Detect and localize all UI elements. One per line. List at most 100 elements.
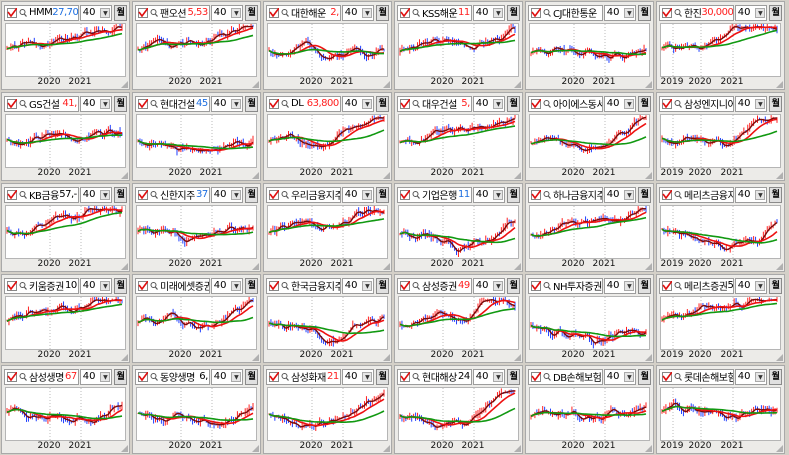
- price-chart[interactable]: [267, 387, 388, 441]
- stock-chart-panel[interactable]: CJ대한통운 40 ▼ 월 2020 2021: [525, 1, 654, 90]
- search-icon[interactable]: [674, 190, 682, 200]
- chevron-down-icon[interactable]: ▼: [493, 7, 504, 18]
- search-icon[interactable]: [543, 190, 551, 200]
- checkbox-checked-icon[interactable]: [138, 98, 148, 109]
- chevron-down-icon[interactable]: ▼: [493, 280, 504, 291]
- stock-chart-panel[interactable]: 삼성화재 21 40 ▼ 월 2020 2021: [263, 365, 392, 454]
- search-icon[interactable]: [543, 281, 551, 291]
- stock-selector[interactable]: GS건설 41,: [4, 95, 79, 112]
- search-icon[interactable]: [674, 99, 682, 109]
- period-select[interactable]: 40 ▼: [472, 4, 506, 21]
- checkbox-checked-icon[interactable]: [7, 280, 17, 291]
- chevron-down-icon[interactable]: ▼: [362, 371, 373, 382]
- checkbox-checked-icon[interactable]: [400, 280, 410, 291]
- resize-grip[interactable]: [252, 172, 259, 179]
- period-type-button[interactable]: 월: [114, 95, 127, 112]
- stock-chart-panel[interactable]: 아이에스동서 40 ▼ 월 2020 2021: [525, 92, 654, 181]
- stock-chart-panel[interactable]: 동양생명 6, 40 ▼ 월 2020 2021: [132, 365, 261, 454]
- period-type-button[interactable]: 월: [376, 186, 389, 203]
- chevron-down-icon[interactable]: ▼: [100, 371, 111, 382]
- chevron-down-icon[interactable]: ▼: [624, 371, 635, 382]
- resize-grip[interactable]: [514, 81, 521, 88]
- chevron-down-icon[interactable]: ▼: [100, 189, 111, 200]
- price-chart[interactable]: [5, 295, 126, 350]
- stock-selector[interactable]: 삼성생명 67: [4, 368, 79, 385]
- price-chart[interactable]: [267, 205, 388, 259]
- search-icon[interactable]: [281, 281, 289, 291]
- search-icon[interactable]: [281, 99, 289, 109]
- price-chart[interactable]: [5, 114, 126, 168]
- period-type-button[interactable]: 월: [769, 277, 782, 294]
- chevron-down-icon[interactable]: ▼: [231, 189, 242, 200]
- price-chart[interactable]: [5, 22, 126, 77]
- resize-grip[interactable]: [776, 81, 783, 88]
- resize-grip[interactable]: [383, 172, 390, 179]
- search-icon[interactable]: [281, 8, 289, 18]
- checkbox-checked-icon[interactable]: [662, 189, 672, 200]
- period-select[interactable]: 40 ▼: [210, 277, 244, 294]
- period-type-button[interactable]: 월: [769, 368, 782, 385]
- stock-selector[interactable]: 현대건설 45: [135, 95, 210, 112]
- period-select[interactable]: 40 ▼: [472, 95, 506, 112]
- stock-selector[interactable]: DB손해보험: [528, 368, 603, 385]
- price-chart[interactable]: [136, 22, 257, 77]
- stock-selector[interactable]: HMM 27,700: [4, 4, 79, 21]
- stock-chart-panel[interactable]: 하나금융지주 40 ▼ 월 2020 2021: [525, 183, 654, 272]
- search-icon[interactable]: [150, 190, 158, 200]
- period-select[interactable]: 40 ▼: [603, 186, 637, 203]
- search-icon[interactable]: [19, 8, 27, 18]
- stock-chart-panel[interactable]: 한국금융지주 40 ▼ 월 2020 2021: [263, 274, 392, 363]
- period-type-button[interactable]: 월: [507, 95, 520, 112]
- period-type-button[interactable]: 월: [638, 186, 651, 203]
- chevron-down-icon[interactable]: ▼: [362, 280, 373, 291]
- resize-grip[interactable]: [514, 263, 521, 270]
- stock-chart-panel[interactable]: 삼성증권 49 40 ▼ 월 2020 2021: [394, 274, 523, 363]
- period-type-button[interactable]: 월: [769, 95, 782, 112]
- resize-grip[interactable]: [252, 445, 259, 452]
- checkbox-checked-icon[interactable]: [531, 7, 541, 18]
- resize-grip[interactable]: [776, 263, 783, 270]
- period-type-button[interactable]: 월: [638, 4, 651, 21]
- stock-chart-panel[interactable]: 기업은행 11 40 ▼ 월 2020 2021: [394, 183, 523, 272]
- price-chart[interactable]: [267, 296, 388, 350]
- stock-selector[interactable]: 삼성화재 21: [266, 368, 341, 385]
- period-select[interactable]: 40 ▼: [341, 186, 375, 203]
- stock-selector[interactable]: KB금융 57,-: [4, 186, 79, 203]
- chevron-down-icon[interactable]: ▼: [362, 7, 373, 18]
- resize-grip[interactable]: [121, 81, 128, 88]
- price-chart[interactable]: [660, 22, 781, 77]
- chevron-down-icon[interactable]: ▼: [755, 280, 766, 291]
- resize-grip[interactable]: [121, 445, 128, 452]
- search-icon[interactable]: [150, 8, 158, 18]
- checkbox-checked-icon[interactable]: [269, 371, 279, 382]
- checkbox-checked-icon[interactable]: [7, 371, 17, 382]
- checkbox-checked-icon[interactable]: [662, 280, 672, 291]
- resize-grip[interactable]: [645, 263, 652, 270]
- stock-chart-panel[interactable]: NH투자증권 40 ▼ 월 2020 2021: [525, 274, 654, 363]
- stock-selector[interactable]: 대우건설 5,: [397, 95, 472, 112]
- checkbox-checked-icon[interactable]: [138, 7, 148, 18]
- search-icon[interactable]: [412, 99, 420, 109]
- search-icon[interactable]: [150, 372, 158, 382]
- period-type-button[interactable]: 월: [769, 186, 782, 203]
- stock-selector[interactable]: 삼성증권 49: [397, 277, 472, 294]
- stock-selector[interactable]: KSS해운 11: [397, 4, 472, 21]
- search-icon[interactable]: [674, 372, 682, 382]
- checkbox-checked-icon[interactable]: [531, 189, 541, 200]
- checkbox-checked-icon[interactable]: [400, 371, 410, 382]
- period-type-button[interactable]: 월: [507, 277, 520, 294]
- price-chart[interactable]: [398, 22, 519, 77]
- checkbox-checked-icon[interactable]: [662, 7, 672, 18]
- checkbox-checked-icon[interactable]: [138, 280, 148, 291]
- checkbox-checked-icon[interactable]: [269, 7, 279, 18]
- resize-grip[interactable]: [121, 263, 128, 270]
- period-type-button[interactable]: 월: [638, 368, 651, 385]
- stock-selector[interactable]: 키움증권 10: [4, 277, 79, 294]
- price-chart[interactable]: [529, 114, 650, 168]
- checkbox-checked-icon[interactable]: [531, 98, 541, 109]
- chevron-down-icon[interactable]: ▼: [100, 7, 111, 18]
- period-select[interactable]: 40 ▼: [341, 4, 375, 21]
- price-chart[interactable]: [660, 205, 781, 259]
- period-select[interactable]: 40 ▼: [603, 368, 637, 385]
- search-icon[interactable]: [412, 190, 420, 200]
